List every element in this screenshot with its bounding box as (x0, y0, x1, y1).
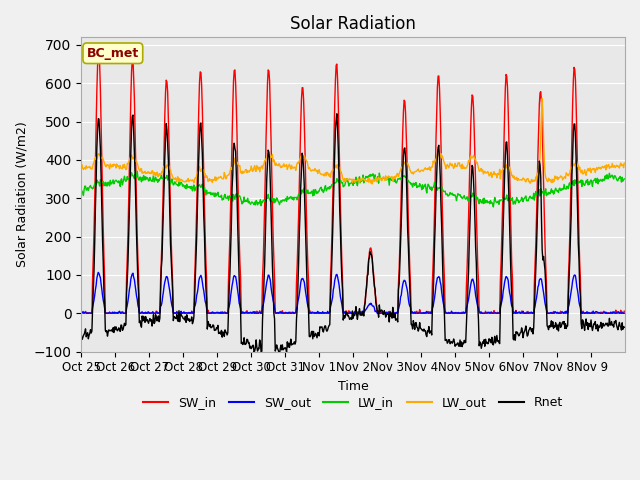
LW_in (142, 174, 150, 180)
LW_out (141, 168, 149, 174)
SW_out (269, 293, 276, 299)
Text: BC_met: BC_met (86, 47, 139, 60)
Rnet (276, 351, 284, 357)
SW_in (290, 311, 298, 316)
Title: Solar Radiation: Solar Radiation (290, 15, 416, 33)
LW_out (241, 169, 249, 175)
SW_in (243, 311, 250, 316)
LW_out (369, 181, 376, 187)
LW_out (77, 164, 85, 169)
Legend: SW_in, SW_out, LW_in, LW_out, Rnet: SW_in, SW_out, LW_in, LW_out, Rnet (138, 391, 568, 414)
Rnet (333, 111, 340, 117)
Rnet (410, 321, 418, 327)
LW_out (410, 171, 417, 177)
LW_out (538, 96, 546, 101)
LW_out (620, 160, 628, 166)
Line: LW_in: LW_in (81, 171, 624, 207)
LW_out (289, 165, 296, 170)
Rnet (289, 341, 297, 347)
LW_out (268, 155, 276, 160)
LW_in (77, 187, 85, 192)
Line: Rnet: Rnet (81, 114, 624, 354)
SW_in (620, 308, 628, 314)
SW_in (410, 311, 418, 316)
SW_in (143, 311, 150, 316)
SW_out (440, 302, 447, 308)
LW_in (133, 168, 141, 174)
LW_in (620, 176, 628, 182)
Y-axis label: Solar Radiation (W/m2): Solar Radiation (W/m2) (15, 121, 28, 267)
SW_in (269, 235, 277, 240)
Rnet (620, 324, 628, 330)
SW_in (440, 278, 448, 284)
LW_in (289, 194, 297, 200)
SW_in (95, 48, 103, 53)
SW_out (142, 310, 150, 315)
Rnet (440, 313, 448, 319)
LW_out (440, 158, 447, 164)
LW_in (269, 195, 276, 201)
SW_out (242, 309, 250, 315)
Line: SW_out: SW_out (81, 273, 624, 313)
Rnet (268, 235, 276, 240)
SW_out (95, 270, 102, 276)
LW_in (490, 204, 497, 210)
Line: SW_in: SW_in (81, 50, 624, 313)
X-axis label: Time: Time (338, 380, 369, 393)
SW_out (77, 311, 85, 316)
LW_in (440, 189, 447, 194)
Rnet (241, 341, 249, 347)
SW_in (77, 310, 85, 315)
LW_in (242, 198, 250, 204)
SW_out (620, 311, 628, 316)
Line: LW_out: LW_out (81, 98, 624, 184)
SW_out (289, 309, 297, 315)
LW_in (410, 180, 417, 186)
Rnet (77, 333, 85, 338)
SW_out (410, 311, 417, 316)
SW_in (78, 311, 86, 316)
Rnet (141, 320, 149, 325)
